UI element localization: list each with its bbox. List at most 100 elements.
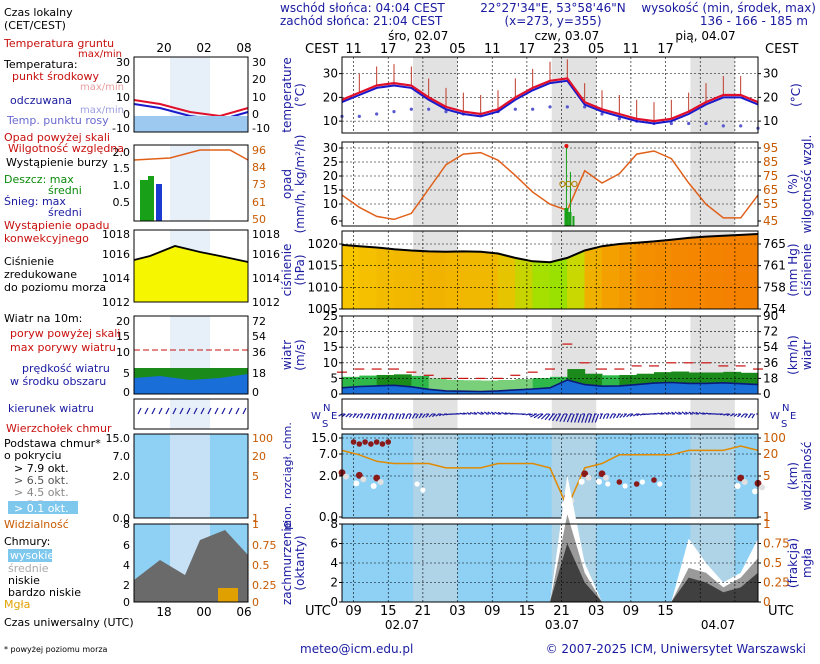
pressure-fill [377,248,394,310]
legend-tick-right: 96 [252,144,266,157]
top-hour-label: 11 [484,42,501,57]
cloud-base-marker [651,477,657,483]
legend-tick-right: 50 [252,213,266,226]
email-text[interactable]: meteo@icm.edu.pl [300,642,413,656]
y-tick-left: 10 [323,114,338,128]
cloud-base-marker [640,479,645,484]
y-tick-right: 55 [763,197,778,211]
y-tick-left: 10 [323,356,338,370]
sunrise-text: wschód słońca: 04:04 CEST [280,1,445,15]
legend-tick-left: 1.0 [113,179,131,192]
y-tick-right: 20 [763,90,778,104]
legend-tick-left: 2 [123,579,130,592]
grid-text: (x=273, y=355) [504,14,601,28]
y-tick-left: 20 [323,169,338,183]
top-day-label: czw, 03.07 [535,29,600,43]
cloud-base-marker [586,475,592,481]
legend-fog-bar [218,588,238,602]
y-axis-label: (mm Hg) [786,243,800,296]
legend-pressure2: zredukowane [4,268,77,281]
y-axis-label: (%) [786,174,800,195]
legend-panel-4 [134,399,248,429]
y-tick-left: 15 [323,340,338,354]
legend-tick-right: 10 [252,91,266,104]
email-link[interactable]: meteo@icm.edu.pl [300,642,413,656]
y-axis-label: (frakcja) [786,538,800,588]
y-tick-right: 72 [763,325,778,339]
y-tick-left: 1010 [307,280,338,294]
y-tick-right: 95 [763,141,778,155]
cloud-base-marker [605,481,610,486]
pressure-fill [429,251,446,309]
y-axis-label: ciśnienie [280,244,294,297]
y-axis-label: (mm/h, kg/m²/h) [293,135,307,234]
legend-tick-right: 1018 [252,228,280,241]
elev-values: 136 - 166 - 185 m [700,14,808,28]
legend-tick-left: 0 [123,596,130,609]
y-tick-right: 18 [763,371,778,385]
legend-tick-left: 1.5 [113,162,131,175]
legend-tick-right: 20 [252,73,266,86]
legend-panels: 3020100-103020100-102.01.51.00.596847361… [102,56,280,609]
legend-wind-speed: prędkość wiatru [22,362,110,375]
y-tick-left: 30 [323,67,338,81]
legend-tick-right: 72 [252,315,266,328]
cloud-base-marker [634,481,640,487]
legend-tick-left: 1016 [102,248,130,261]
panel-pressure: 1020101510101005765761758754ciśnienie(hP… [280,231,814,316]
footnote: * powyżej poziomu morza [4,645,108,654]
wind-arrow [512,413,516,414]
legend-utc-h1: 00 [196,605,211,619]
compass-w: W [770,411,780,422]
y-tick-left: 1015 [307,259,338,273]
legend-gust-max: max porywy wiatru [10,341,116,354]
legend-precip-conv: konwekcyjnego [4,232,89,245]
y-tick-left: 20 [323,90,338,104]
y-axis-label: zachmurzenie [280,521,294,605]
legend-tick-right: -10 [252,122,270,135]
bottom-hour-label: 09 [484,604,501,619]
y-tick-left: 6 [330,214,338,228]
cloud-base-marker [603,475,609,481]
legend-pressure: Ciśnienie [4,255,54,268]
bottom-date-label: 02.07 [385,618,419,632]
y-tick-left: 0 [330,595,338,609]
legend-fog: Mgła [4,598,30,611]
cloud-top-marker [351,439,357,445]
legend-local-h2: 08 [236,41,251,55]
cloud-top-marker [380,441,386,447]
rain-bar [572,216,574,226]
cloud-top-marker [374,439,380,445]
bottom-hour-label: 15 [657,604,674,619]
top-hour-label: 11 [345,42,362,57]
legend-dew: Temp. punktu rosy [6,114,109,127]
dew-point-marker [704,122,707,125]
legend-tick-left: 0 [123,108,130,121]
bottom-hour-label: 09 [623,604,640,619]
y-axis-label: opad [280,169,294,199]
legend-tick-right: 54 [252,330,266,343]
legend-local-time2: (CET/CEST) [4,19,66,32]
sunset-text: zachód słońca: 21:04 CEST [280,14,443,28]
legend-rain-bar [148,176,154,221]
legend-felt: odczuwana [10,94,72,107]
cloud-top-marker [362,439,368,445]
pressure-fill [342,245,359,309]
wind-arrow [706,413,710,414]
legend-snow-bar [156,184,162,221]
legend-tick-right: 73 [252,178,266,191]
legend-local-h0: 20 [156,41,171,55]
pressure-fill [498,254,515,310]
legend-local-h1: 02 [196,41,211,55]
top-day-label: pią, 04.07 [675,29,735,43]
y-tick-right: 54 [763,340,778,354]
y-axis-label: mgła [800,548,814,578]
legend-okt4: > 0.1 okt. [14,502,69,515]
dew-point-marker [392,110,395,113]
bottom-date-label: 04.07 [701,618,735,632]
y-tick-left: 2 [330,576,338,590]
